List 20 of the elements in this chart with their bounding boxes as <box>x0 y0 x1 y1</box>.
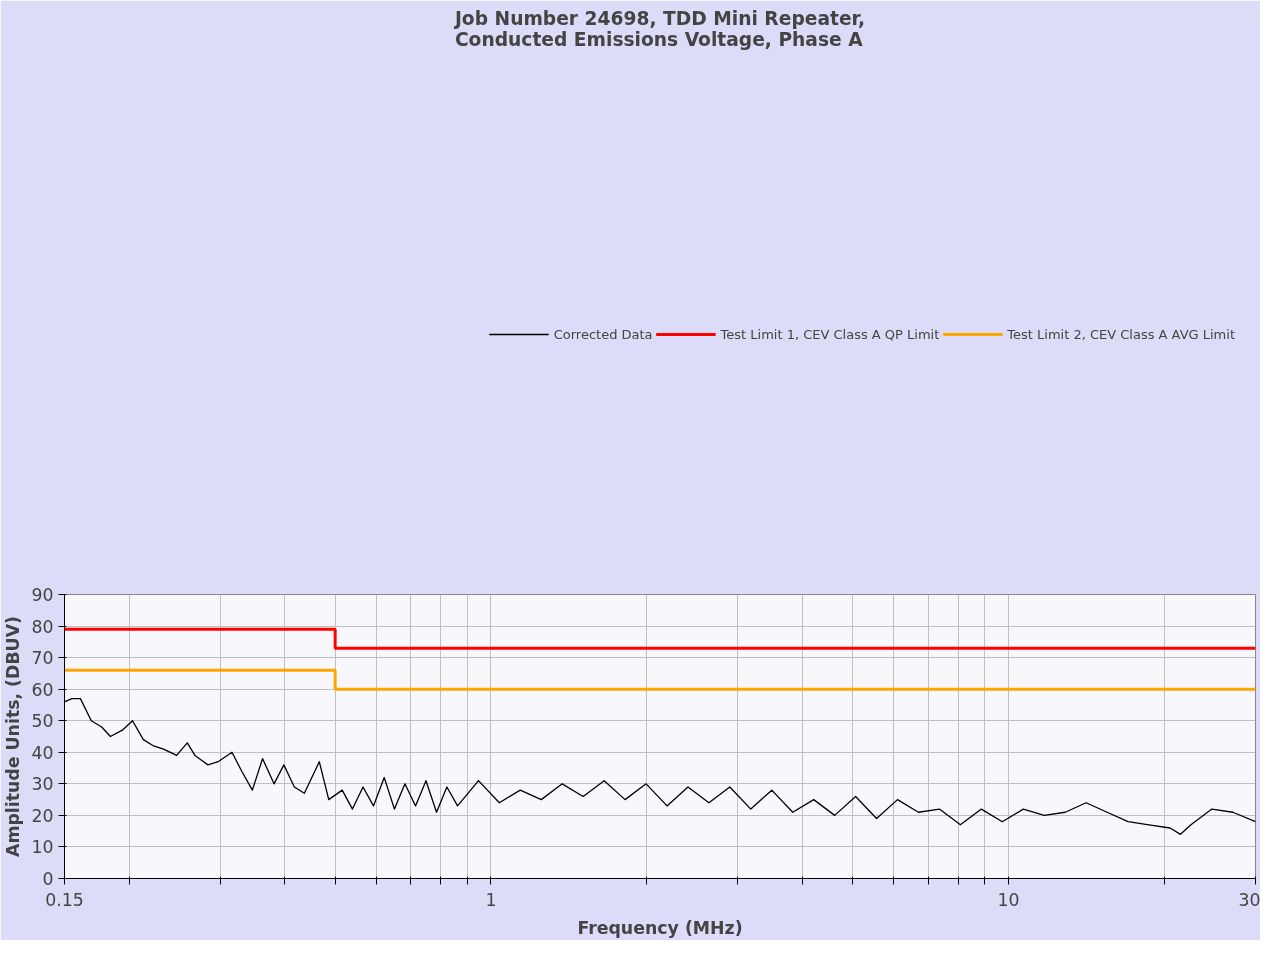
legend-label: Corrected Data <box>553 326 653 342</box>
x-tick-label: 10 <box>997 889 1020 910</box>
x-axis-title: Frequency (MHz) <box>577 917 743 938</box>
y-tick-label: 80 <box>31 616 54 637</box>
x-tick-label: 0.15 <box>45 889 84 910</box>
y-tick-label: 40 <box>31 742 54 763</box>
y-tick-label: 30 <box>31 774 54 795</box>
y-tick-label: 10 <box>31 837 54 858</box>
y-axis-title: Amplitude Units, (DBUV) <box>3 615 24 858</box>
y-tick-label: 70 <box>31 648 54 669</box>
y-tick-label: 50 <box>31 711 54 732</box>
y-tick-label: 0 <box>42 869 54 889</box>
legend-label: Test Limit 2, CEV Class A AVG Limit <box>1007 326 1235 342</box>
y-tick-label: 90 <box>31 585 54 605</box>
y-tick-label: 60 <box>31 679 54 700</box>
x-tick-label: 1 <box>485 889 497 910</box>
x-tick-label: 30 <box>1238 889 1261 910</box>
y-tick-label: 20 <box>31 805 54 826</box>
legend-label: Test Limit 1, CEV Class A QP Limit <box>720 326 940 342</box>
chart-title: Job Number 24698, TDD Mini Repeater, Conducted Emissions Voltage, Phase A <box>452 7 866 50</box>
